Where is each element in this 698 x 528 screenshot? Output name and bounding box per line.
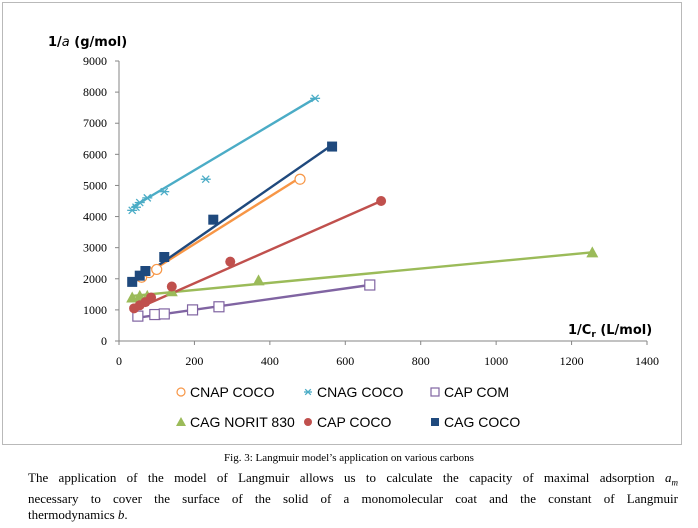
body-line-3-end: .	[124, 506, 128, 522]
data-point	[310, 94, 321, 103]
data-point-stroke	[201, 175, 210, 184]
x-tick-label: 200	[185, 354, 203, 368]
data-point	[376, 196, 387, 206]
data-point-stroke	[311, 94, 320, 103]
body-paragraph: The application of the model of Langmuir…	[28, 470, 678, 523]
legend-marker	[430, 387, 440, 397]
y-tick-label: 1000	[83, 303, 107, 317]
x-tick-label: 600	[336, 354, 354, 368]
body-line-3-var: b	[117, 506, 125, 522]
legend-label: CAG NORIT 830	[190, 414, 295, 430]
x-tick-label: 800	[412, 354, 430, 368]
data-point	[213, 301, 225, 313]
data-point	[134, 198, 145, 207]
y-tick-label: 3000	[83, 241, 107, 255]
y-tick-label: 0	[101, 334, 107, 348]
y-tick-label: 5000	[83, 178, 107, 192]
y-tick-label: 2000	[83, 272, 107, 286]
data-point	[327, 141, 338, 152]
x-axis-title-sub: r	[591, 330, 596, 340]
data-point	[252, 274, 265, 286]
legend-label: CNAP COCO	[190, 384, 275, 400]
body-line-1-sub: m	[671, 477, 679, 488]
chart-frame: 0 1000 2000 3000 4000 5000 6000 7000 8000 9000 0 20…	[2, 2, 682, 445]
x-tick-label: 0	[116, 354, 122, 368]
data-point	[127, 276, 138, 287]
y-axis-title-var: a	[62, 35, 70, 50]
data-point	[146, 292, 157, 303]
data-point	[159, 187, 170, 196]
fit-line	[133, 176, 301, 283]
data-point	[294, 173, 306, 185]
y-tick-label: 4000	[83, 210, 107, 224]
body-line-2: necessary to cover the surface of the so…	[28, 490, 678, 506]
data-point	[186, 304, 199, 316]
legend: CNAP COCO CNAG COCO CAP COM CAG NORIT 830 CA…	[176, 384, 520, 430]
legend-label: CAP COCO	[317, 414, 392, 430]
data-point-stroke	[160, 187, 169, 196]
data-point	[149, 308, 161, 321]
x-tick-label: 400	[261, 354, 279, 368]
figure-caption: Fig. 3: Langmuir model’s application on …	[224, 452, 474, 464]
data-point	[364, 279, 376, 291]
body-line-3: thermodynamics b.	[28, 507, 678, 523]
data-point	[134, 270, 145, 281]
legend-marker	[431, 418, 439, 426]
y-axis-title-suffix: (g/mol)	[70, 35, 127, 50]
legend-marker	[176, 417, 186, 426]
body-line-3-text: thermodynamics	[28, 506, 118, 522]
legend-label: CAG COCO	[444, 414, 520, 430]
data-point	[159, 252, 170, 262]
legend-label: CNAG COCO	[317, 384, 403, 400]
data-point	[142, 193, 153, 202]
y-tick-label: 6000	[83, 147, 107, 161]
y-tick-label: 7000	[83, 116, 107, 130]
x-tick-label: 1200	[560, 354, 584, 368]
langmuir-chart: 0 1000 2000 3000 4000 5000 6000 7000 8000 9000 0 20…	[48, 35, 659, 430]
y-axis-title: 1/a (g/mol)	[48, 35, 127, 50]
x-tick-label: 1400	[635, 354, 659, 368]
fit-lines	[131, 97, 593, 319]
legend-marker	[304, 418, 312, 426]
legend-marker	[304, 388, 312, 396]
data-point-stroke	[135, 198, 144, 207]
fit-line	[131, 97, 316, 209]
data-point	[200, 175, 211, 184]
x-axis-title: 1/Cr (L/mol)	[568, 323, 652, 340]
y-tick-label: 8000	[83, 85, 107, 99]
data-point	[151, 263, 163, 276]
data-point-stroke	[143, 193, 152, 202]
data-markers	[126, 94, 599, 322]
body-line-1: The application of the model of Langmuir…	[28, 470, 678, 491]
y-axis-title-prefix: 1/	[48, 35, 62, 50]
x-axis-title-prefix: 1/C	[568, 323, 591, 338]
x-axis-title-suffix: (L/mol)	[596, 323, 652, 338]
data-point	[586, 246, 599, 258]
legend-marker	[176, 387, 186, 397]
body-line-1-text: The application of the model of Langmuir…	[28, 470, 665, 485]
body-line-1-var: a	[665, 470, 672, 485]
x-tick-label: 1000	[484, 354, 508, 368]
data-point	[166, 281, 177, 292]
data-point	[225, 256, 236, 267]
legend-label: CAP COM	[444, 384, 509, 400]
axes: 0 1000 2000 3000 4000 5000 6000 7000 8000 9000 0 20…	[83, 54, 659, 368]
fit-line	[137, 283, 370, 319]
data-point	[140, 266, 151, 276]
y-tick-label: 9000	[83, 54, 107, 68]
data-point	[158, 308, 170, 320]
legend-marker-stroke	[304, 388, 312, 396]
data-point	[208, 214, 219, 225]
fit-line	[132, 251, 593, 298]
